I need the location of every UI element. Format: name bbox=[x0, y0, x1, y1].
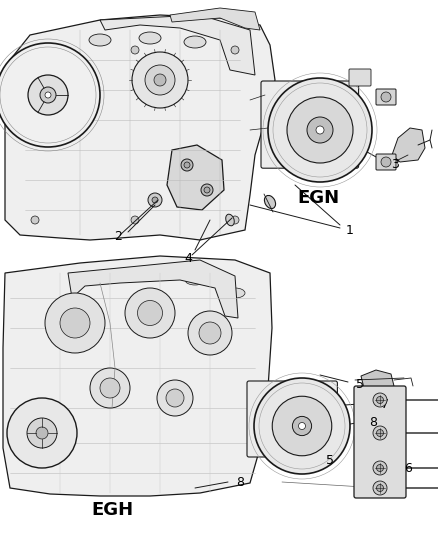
Circle shape bbox=[373, 481, 387, 495]
Polygon shape bbox=[392, 128, 425, 162]
Circle shape bbox=[377, 464, 384, 472]
Text: 3: 3 bbox=[391, 158, 399, 172]
Circle shape bbox=[28, 75, 68, 115]
Text: 5: 5 bbox=[326, 454, 334, 466]
Circle shape bbox=[27, 418, 57, 448]
Ellipse shape bbox=[75, 273, 95, 283]
Circle shape bbox=[373, 426, 387, 440]
Circle shape bbox=[381, 157, 391, 167]
Circle shape bbox=[131, 46, 139, 54]
Circle shape bbox=[377, 397, 384, 403]
Circle shape bbox=[231, 216, 239, 224]
Circle shape bbox=[157, 380, 193, 416]
Circle shape bbox=[204, 187, 210, 193]
FancyBboxPatch shape bbox=[354, 386, 406, 498]
Ellipse shape bbox=[135, 271, 155, 281]
Circle shape bbox=[188, 311, 232, 355]
Circle shape bbox=[36, 427, 48, 439]
Polygon shape bbox=[167, 145, 224, 210]
Text: 4: 4 bbox=[184, 252, 192, 264]
Circle shape bbox=[316, 126, 324, 134]
Text: 8: 8 bbox=[369, 416, 377, 429]
Text: 2: 2 bbox=[114, 230, 122, 244]
Circle shape bbox=[272, 396, 332, 456]
Circle shape bbox=[90, 368, 130, 408]
Circle shape bbox=[254, 378, 350, 474]
Circle shape bbox=[31, 216, 39, 224]
Text: 7: 7 bbox=[381, 399, 389, 411]
Circle shape bbox=[287, 97, 353, 163]
Ellipse shape bbox=[89, 34, 111, 46]
Text: 1: 1 bbox=[346, 223, 354, 237]
Circle shape bbox=[231, 46, 239, 54]
Circle shape bbox=[154, 74, 166, 86]
Text: 6: 6 bbox=[404, 462, 412, 474]
Polygon shape bbox=[3, 256, 272, 496]
Circle shape bbox=[40, 87, 56, 103]
FancyBboxPatch shape bbox=[261, 81, 359, 168]
Circle shape bbox=[152, 197, 158, 203]
Circle shape bbox=[268, 78, 372, 182]
Circle shape bbox=[100, 378, 120, 398]
Ellipse shape bbox=[139, 32, 161, 44]
Circle shape bbox=[181, 159, 193, 171]
FancyBboxPatch shape bbox=[349, 69, 371, 86]
Circle shape bbox=[148, 193, 162, 207]
Circle shape bbox=[381, 92, 391, 102]
Circle shape bbox=[145, 65, 175, 95]
Polygon shape bbox=[361, 370, 394, 390]
Circle shape bbox=[293, 416, 311, 435]
Circle shape bbox=[45, 92, 51, 98]
Circle shape bbox=[7, 398, 77, 468]
Circle shape bbox=[138, 301, 162, 326]
Circle shape bbox=[377, 484, 384, 491]
FancyBboxPatch shape bbox=[376, 154, 396, 170]
Ellipse shape bbox=[185, 275, 205, 285]
Circle shape bbox=[201, 184, 213, 196]
Ellipse shape bbox=[184, 36, 206, 48]
Circle shape bbox=[125, 288, 175, 338]
Circle shape bbox=[131, 216, 139, 224]
Ellipse shape bbox=[225, 288, 245, 298]
Ellipse shape bbox=[265, 196, 276, 208]
Circle shape bbox=[132, 52, 188, 108]
Polygon shape bbox=[170, 8, 260, 30]
Ellipse shape bbox=[226, 214, 234, 226]
Circle shape bbox=[307, 117, 333, 143]
Circle shape bbox=[377, 430, 384, 437]
FancyBboxPatch shape bbox=[247, 381, 337, 457]
Circle shape bbox=[31, 46, 39, 54]
Circle shape bbox=[373, 461, 387, 475]
Circle shape bbox=[373, 393, 387, 407]
Text: 8: 8 bbox=[236, 477, 244, 489]
Text: EGN: EGN bbox=[297, 189, 339, 207]
Polygon shape bbox=[5, 15, 275, 240]
FancyBboxPatch shape bbox=[376, 89, 396, 105]
Circle shape bbox=[60, 308, 90, 338]
Circle shape bbox=[199, 322, 221, 344]
Text: EGH: EGH bbox=[91, 501, 133, 519]
Polygon shape bbox=[100, 15, 255, 75]
Polygon shape bbox=[68, 260, 238, 318]
Circle shape bbox=[0, 43, 100, 147]
Text: 5: 5 bbox=[356, 378, 364, 392]
Circle shape bbox=[184, 162, 190, 168]
Circle shape bbox=[299, 423, 305, 430]
Circle shape bbox=[45, 293, 105, 353]
Circle shape bbox=[166, 389, 184, 407]
